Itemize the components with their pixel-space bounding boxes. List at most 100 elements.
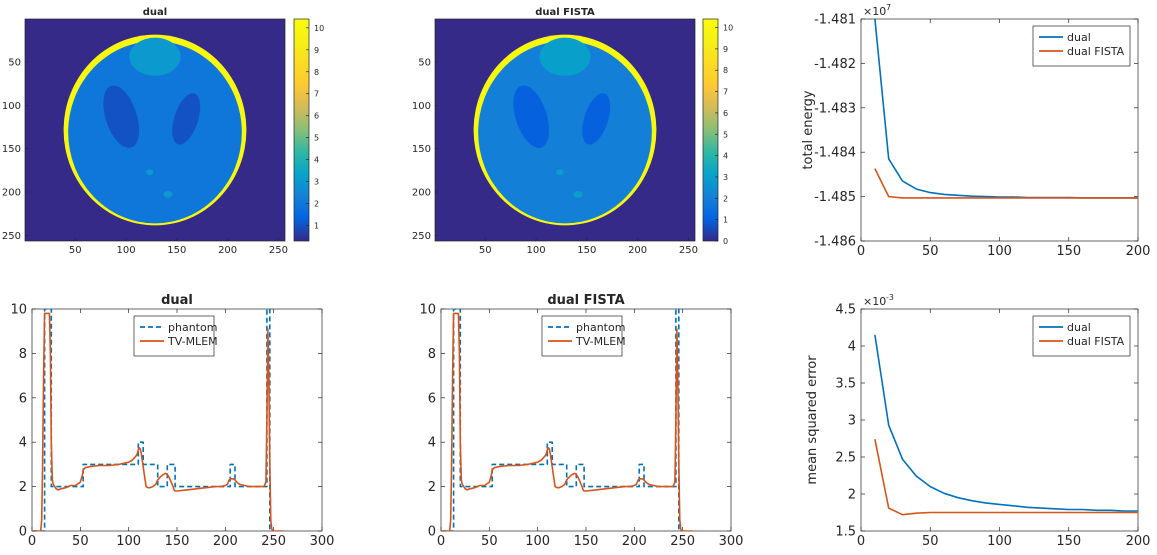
phantom-small-spot <box>163 191 173 198</box>
y-tick-label: -1.485 <box>814 190 856 205</box>
x-tick-label: 250 <box>679 245 698 256</box>
x-tick-label: 100 <box>987 244 1012 259</box>
x-tick-label: 300 <box>719 534 744 549</box>
x-tick-label: 150 <box>1056 244 1081 259</box>
x-tick-label: 200 <box>218 245 237 256</box>
series-group <box>32 309 284 531</box>
colorbar-tick-label: 7 <box>723 88 728 97</box>
heatmap-panel-img2: 50 100 150 200 250 50 100 150 200 250 dual FISTA 0 1… <box>412 7 733 256</box>
series-line-phantom <box>441 309 680 531</box>
x-tick-label: 0 <box>857 244 865 259</box>
phantom-small-spot <box>556 169 564 176</box>
colorbar-tick-label: 1 <box>723 216 728 225</box>
colorbar-tick-label: 1 <box>314 222 319 231</box>
x-tick-label: 150 <box>167 245 186 256</box>
x-tick-label: 250 <box>261 534 286 549</box>
y-tick-label: 200 <box>412 188 431 199</box>
exponent-base: ×10 <box>863 295 886 308</box>
series-group <box>441 309 693 531</box>
heatmap-panel-img1: 50 100 150 200 250 50 100 150 200 250 dual 1 2 3 4 5 6 7 8… <box>2 7 324 256</box>
colorbar <box>293 18 310 242</box>
x-tick-label: 250 <box>269 245 288 256</box>
colorbar-tick-label: 6 <box>723 109 728 118</box>
phantom-right-ventricle <box>172 93 201 145</box>
x-tick-label: 100 <box>117 245 136 256</box>
colorbar-tick-label: 10 <box>314 24 324 33</box>
legend-box <box>1032 25 1131 67</box>
colorbar-tick-label: 0 <box>723 237 728 246</box>
x-tick-label: 50 <box>481 534 498 549</box>
colorbar-tick-label: 6 <box>314 112 319 121</box>
x-tick-label: 200 <box>628 245 647 256</box>
colorbar-tick-label: 2 <box>314 200 319 209</box>
x-tick-label: 50 <box>922 534 939 549</box>
x-tick-label: 0 <box>857 534 865 549</box>
axes-box <box>24 18 286 242</box>
line-panel-profile2: 0 50 100 150 200 250 300 0 2 4 6 8 10 dual FISTA phant… <box>419 293 743 549</box>
exponent-label: ×10 7 <box>863 3 891 18</box>
y-tick-label: -1.486 <box>814 235 856 250</box>
x-tick-label: 150 <box>1056 534 1081 549</box>
y-tick-label: 50 <box>418 57 431 68</box>
legend-box <box>541 315 623 357</box>
y-tick-label: 3 <box>848 414 856 429</box>
legend-entry: phantom <box>576 321 625 334</box>
y-tick-label: 100 <box>2 101 21 112</box>
x-tick-label: 200 <box>1126 244 1151 259</box>
phantom-right-ventricle <box>582 93 611 145</box>
phantom-left-ventricle <box>513 85 550 148</box>
x-tick-label: 50 <box>922 244 939 259</box>
y-tick-label: 1.5 <box>835 525 856 540</box>
y-tick-label: 150 <box>2 144 21 155</box>
legend-entry: TV-MLEM <box>575 335 626 348</box>
y-tick-label: 4 <box>19 436 27 451</box>
x-tick-label: 0 <box>28 534 36 549</box>
y-tick-label: 2 <box>19 480 27 495</box>
y-axis-label: total energy <box>801 90 816 169</box>
y-tick-label: 3.5 <box>835 377 856 392</box>
colorbar-tick-label: 4 <box>723 152 728 161</box>
colorbar-tick-label: 5 <box>723 130 728 139</box>
legend-entry: TV-MLEM <box>167 335 218 348</box>
axes-box <box>434 18 696 242</box>
series-line-phantom <box>32 309 271 531</box>
x-tick-label: 200 <box>622 534 647 549</box>
x-tick-label: 50 <box>69 245 82 256</box>
series-line-dual-fista <box>874 168 1138 199</box>
heatmap-image <box>25 19 285 241</box>
y-tick-label: -1.484 <box>814 146 856 161</box>
y-tick-label: 6 <box>428 391 436 406</box>
x-tick-label: 100 <box>525 534 550 549</box>
y-tick-label: 8 <box>428 347 436 362</box>
x-tick-label: 50 <box>479 245 492 256</box>
legend-box <box>1032 315 1131 357</box>
legend-entry: dual <box>1067 31 1091 44</box>
y-tick-label: 0 <box>428 525 436 540</box>
legend-entry: phantom <box>168 321 217 334</box>
y-tick-label: 10 <box>10 303 27 318</box>
y-tick-label: -1.481 <box>814 13 856 28</box>
y-tick-label: 50 <box>8 57 21 68</box>
y-tick-label: 200 <box>2 188 21 199</box>
colorbar-tick-label: 2 <box>723 194 728 203</box>
x-tick-label: 100 <box>987 534 1012 549</box>
y-tick-label: 4 <box>428 436 436 451</box>
colorbar-tick-label: 8 <box>314 68 319 77</box>
exponent-value: 7 <box>886 3 891 12</box>
heatmap-image <box>435 19 695 241</box>
phantom-small-spot <box>146 169 154 176</box>
x-tick-label: 100 <box>527 245 546 256</box>
x-tick-label: 50 <box>72 534 89 549</box>
series-line-tv-mlem <box>32 312 284 531</box>
y-tick-label: 0 <box>19 525 27 540</box>
y-tick-label: 4.5 <box>835 303 856 318</box>
legend-entry: dual <box>1067 321 1091 334</box>
phantom-left-ventricle <box>103 85 140 148</box>
colorbar-tick-label: 4 <box>314 156 319 165</box>
x-tick-label: 0 <box>437 534 445 549</box>
y-tick-label: -1.483 <box>814 101 856 116</box>
chart-title: dual <box>161 293 193 308</box>
